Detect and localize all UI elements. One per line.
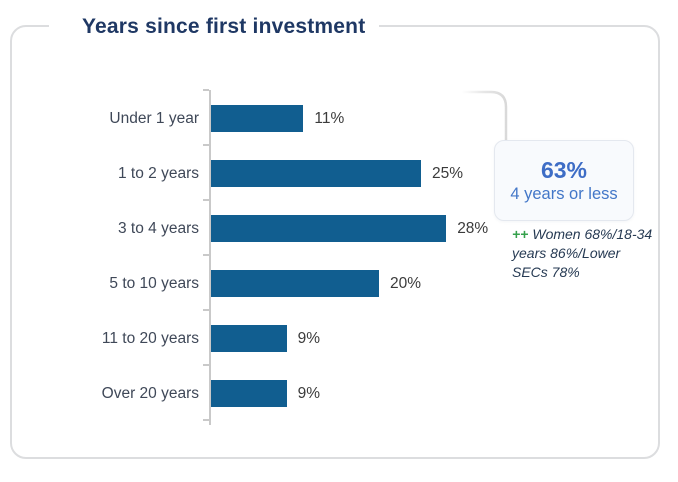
bar [211,215,447,242]
bar [211,160,421,187]
axis-tick [203,254,209,256]
bar-row: 1 to 2 years 25% [12,160,658,187]
axis-tick [203,309,209,311]
significance-annotation: ++ Women 68%/18-34 years 86%/Lower SECs 7… [512,225,654,282]
value-label: 9% [297,330,320,347]
value-label: 28% [457,220,489,237]
category-label: Under 1 year [109,110,199,127]
bar-row: Over 20 years 9% [12,380,658,407]
axis-tick [203,364,209,366]
category-label: 1 to 2 years [118,165,199,182]
bracket-connector-line [462,90,508,155]
category-label: Over 20 years [101,385,199,402]
bar-row: 5 to 10 years 20% [12,270,658,297]
summary-callout: 63% 4 years or less [494,140,634,221]
bar [211,325,287,352]
bar-track: 25% [211,160,463,187]
bar-row: 3 to 4 years 28% [12,215,658,242]
category-axis-line [209,90,211,425]
axis-tick [203,89,209,91]
value-label: 25% [432,165,464,182]
axis-tick [203,419,209,421]
chart-title: Years since first investment [49,11,380,43]
significance-marker: ++ [512,226,529,242]
bar [211,270,379,297]
bar-row: 11 to 20 years 9% [12,325,658,352]
bar [211,105,304,132]
chart-card: Years since first investment Under 1 yea… [10,11,660,459]
category-label: 5 to 10 years [109,275,199,292]
bar [211,380,287,407]
axis-tick [203,144,209,146]
bar-track: 28% [211,215,488,242]
bar-track: 11% [211,105,463,132]
significance-text: Women 68%/18-34 years 86%/Lower SECs 78% [512,226,653,280]
value-label: 20% [390,275,422,292]
bar-track: 20% [211,270,463,297]
bar-track: 9% [211,380,463,407]
category-label: 3 to 4 years [118,220,199,237]
value-label: 9% [297,385,320,402]
callout-percentage: 63% [540,157,588,183]
bar-track: 9% [211,325,463,352]
category-label: 11 to 20 years [101,330,199,347]
bar-row: Under 1 year 11% [12,105,658,132]
axis-tick [203,199,209,201]
callout-caption: 4 years or less [510,185,618,203]
value-label: 11% [314,110,345,127]
